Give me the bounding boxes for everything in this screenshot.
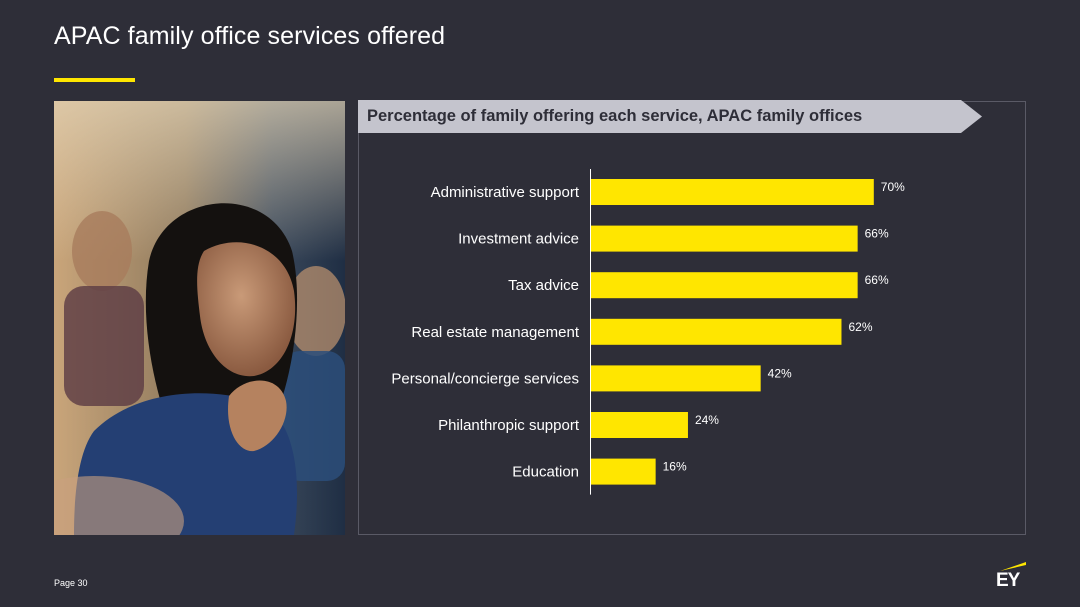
- bar-tax-advice: [591, 272, 858, 299]
- logo-slash-icon: [1000, 562, 1026, 571]
- category-label: Administrative support: [431, 184, 580, 201]
- data-label: 42%: [768, 366, 792, 380]
- bar-personal-concierge-services: [591, 365, 761, 392]
- category-label: Philanthropic support: [438, 417, 580, 434]
- logo-text: EY: [996, 570, 1020, 591]
- data-label: 16%: [663, 460, 687, 474]
- chart-title: Percentage of family offering each servi…: [367, 107, 863, 125]
- category-label: Personal/concierge services: [391, 370, 579, 387]
- category-label: Education: [512, 464, 579, 481]
- data-label: 66%: [865, 273, 889, 287]
- data-label: 24%: [695, 413, 719, 427]
- chart-header-band: [358, 100, 982, 133]
- category-label: Real estate management: [411, 324, 579, 341]
- bar-chart: Administrative support 70% Investment advi…: [391, 169, 905, 495]
- category-label: Investment advice: [458, 231, 579, 248]
- bar-administrative-support: [591, 179, 874, 205]
- ey-logo: EY: [996, 562, 1028, 592]
- chart-header: Percentage of family offering each servi…: [358, 100, 982, 133]
- bar-investment-advice: [591, 225, 858, 252]
- page-title: APAC family office services offered: [54, 22, 446, 50]
- data-label: 62%: [848, 320, 872, 334]
- title-accent-bar: [54, 78, 135, 82]
- category-label: Tax advice: [508, 277, 579, 294]
- page-number: Page 30: [54, 578, 88, 588]
- bar-philanthropic-support: [591, 412, 688, 438]
- data-label: 70%: [881, 180, 905, 194]
- bar-education: [591, 458, 656, 485]
- bar-real-estate-management: [591, 318, 842, 345]
- woman-at-meeting-photo: [54, 101, 345, 535]
- data-label: 66%: [865, 227, 889, 241]
